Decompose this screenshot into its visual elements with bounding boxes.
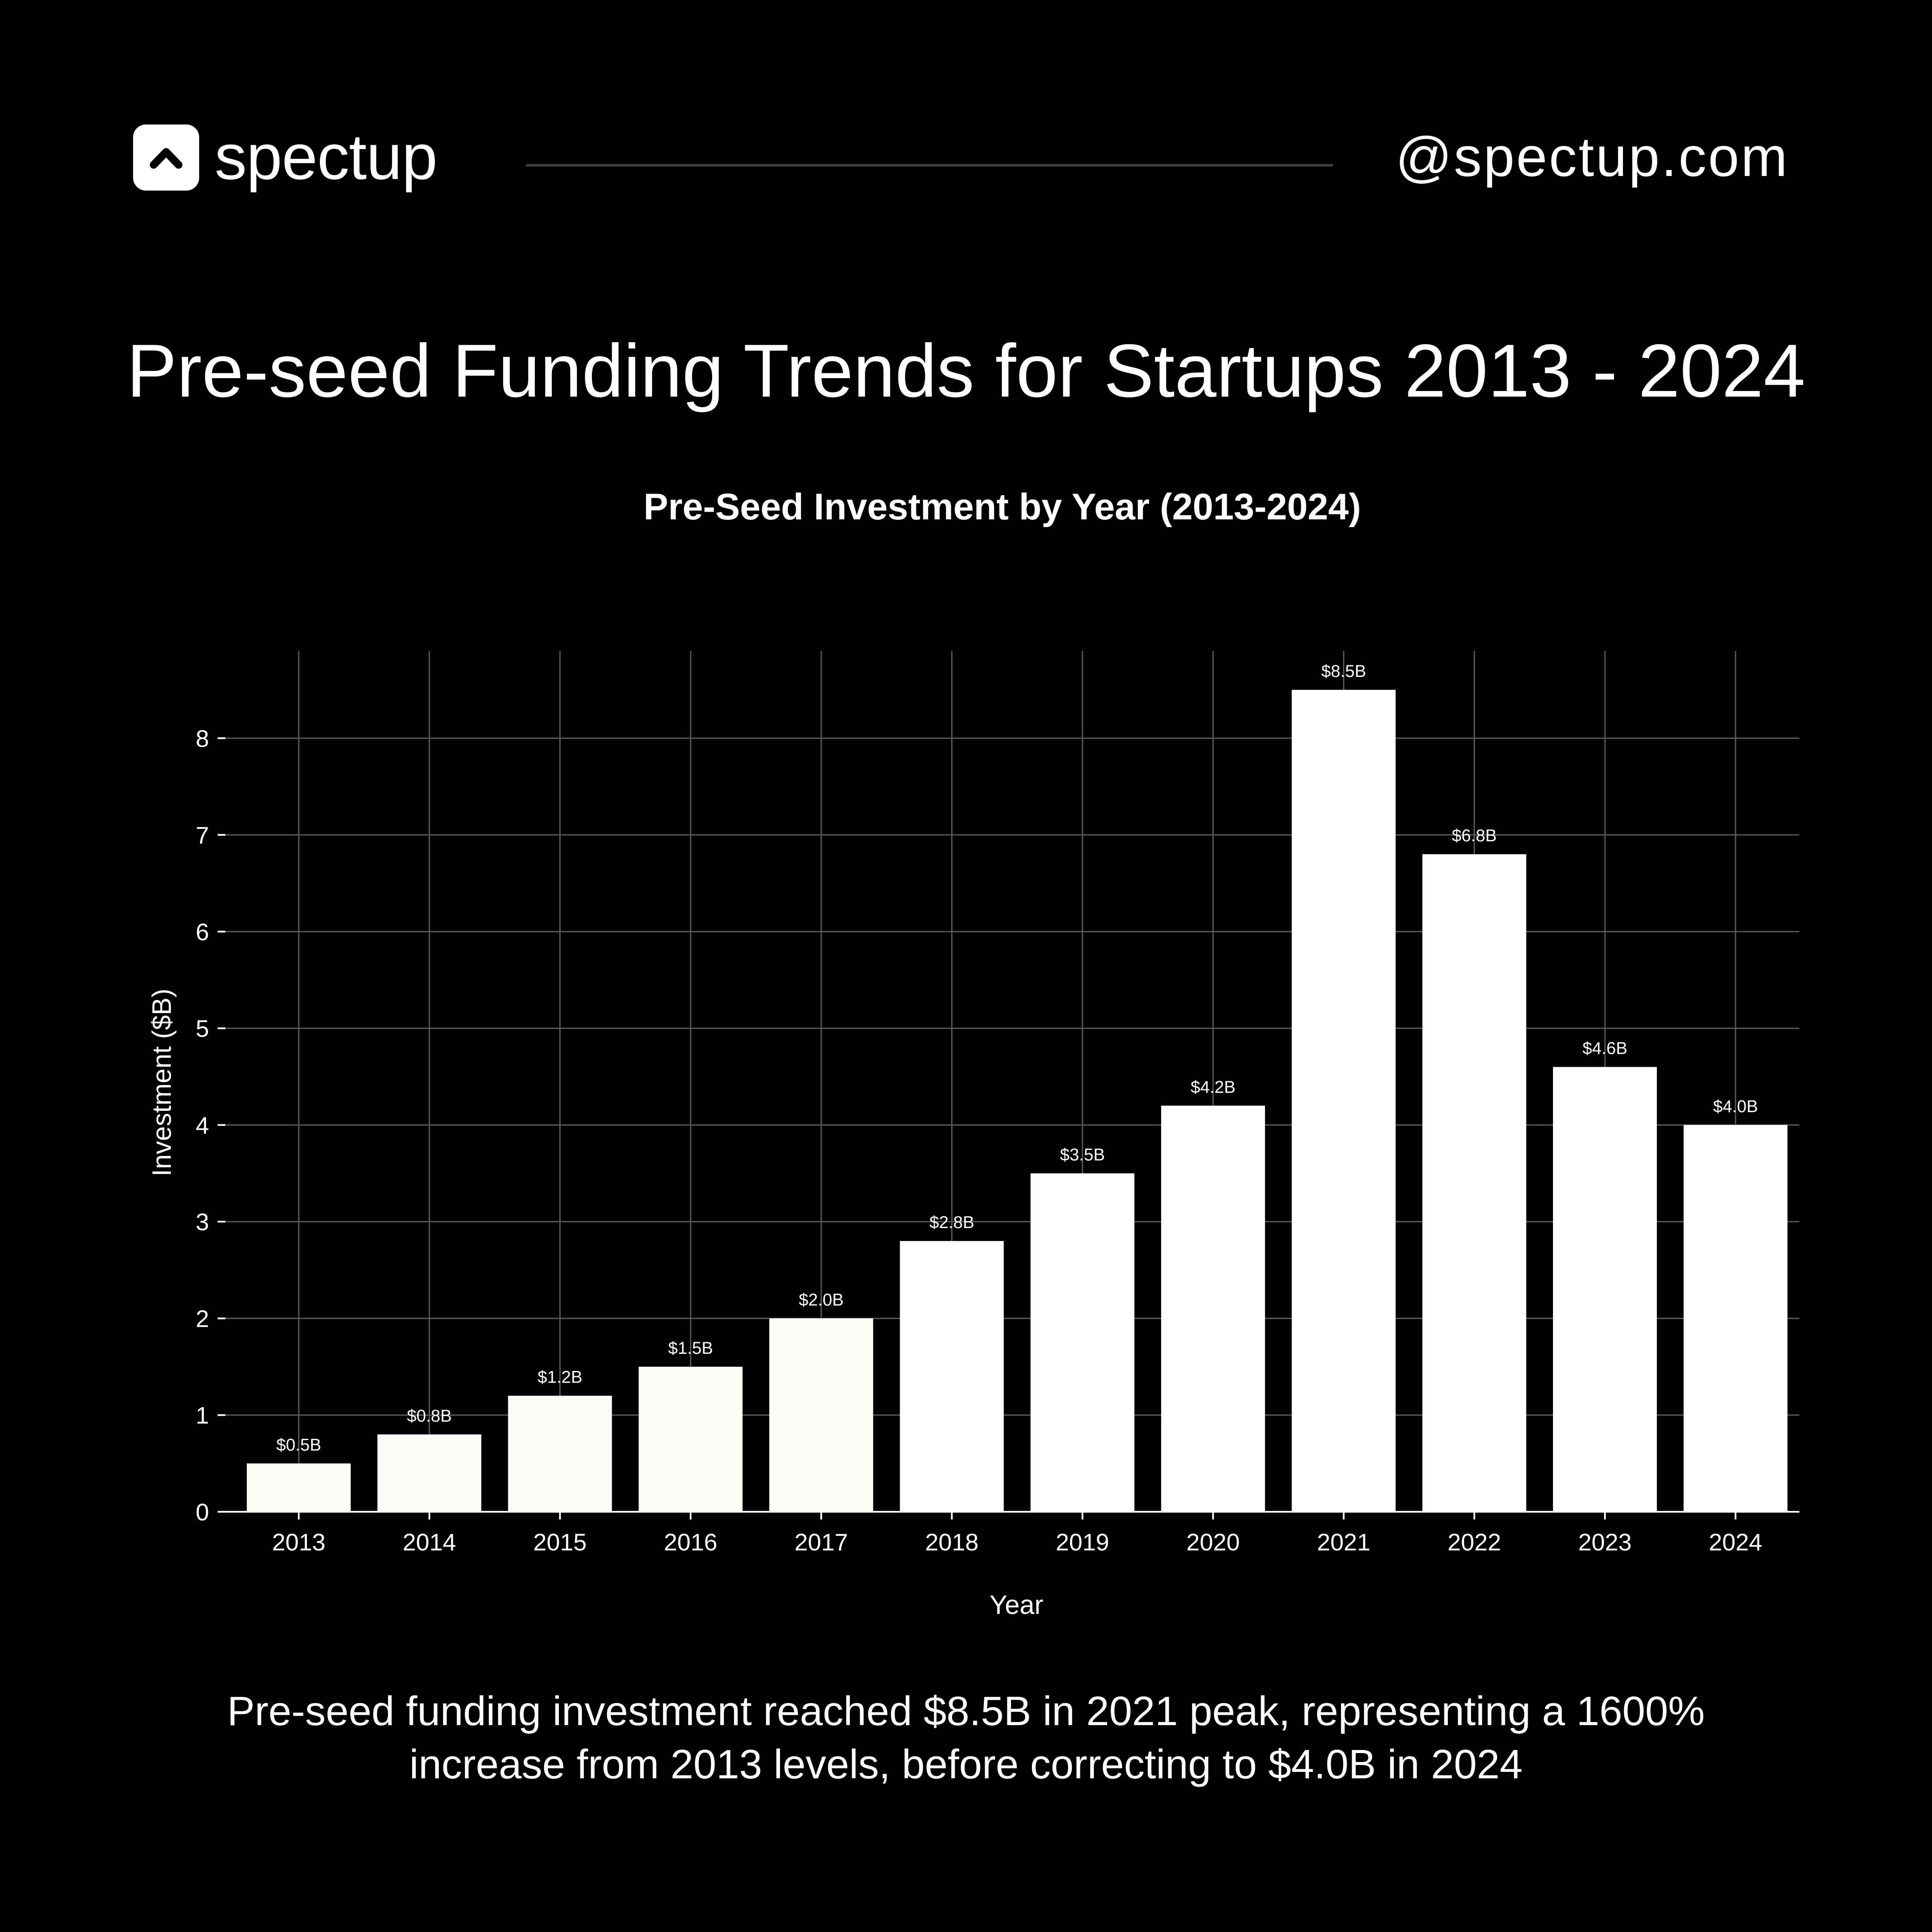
data-label: $6.8B: [1452, 826, 1497, 845]
x-axis-title: Year: [989, 1590, 1043, 1620]
y-tick-label: 0: [196, 1498, 209, 1526]
x-tick-label: 2017: [795, 1529, 848, 1556]
x-tick-label: 2023: [1578, 1529, 1632, 1556]
y-axis-title: Investment ($B): [147, 989, 177, 1177]
y-tick-label: 7: [196, 822, 209, 849]
data-label: $4.2B: [1191, 1078, 1236, 1097]
data-label: $0.8B: [407, 1407, 452, 1425]
x-tick-label: 2016: [664, 1529, 718, 1556]
x-tick-label: 2024: [1709, 1529, 1762, 1556]
chevron-up-icon: [150, 148, 182, 169]
bar-2013: [247, 1463, 351, 1512]
y-tick-label: 3: [196, 1208, 209, 1235]
bar-2023: [1553, 1067, 1657, 1512]
x-axis-ticks: 2013 2014 2015 2016 2017 2018 2019 2020 2021 2022…: [272, 1512, 1762, 1556]
bar-2020: [1161, 1105, 1265, 1512]
data-label: $1.5B: [668, 1339, 713, 1358]
x-tick-label: 2021: [1317, 1529, 1371, 1556]
header-divider: [526, 164, 1333, 167]
x-tick-label: 2020: [1186, 1529, 1240, 1556]
logo-text: spectup: [215, 121, 437, 193]
x-tick-label: 2018: [925, 1529, 979, 1556]
data-label: $2.0B: [799, 1290, 844, 1309]
chart-title: Pre-Seed Investment by Year (2013-2024): [643, 486, 1361, 528]
bar-2022: [1422, 854, 1526, 1512]
data-label: $1.2B: [537, 1368, 582, 1387]
header: spectup @spectup.com: [0, 0, 1932, 215]
bars: [247, 690, 1788, 1512]
x-tick-label: 2015: [533, 1529, 587, 1556]
y-tick-label: 4: [196, 1112, 209, 1139]
data-label: $4.0B: [1713, 1097, 1758, 1116]
caption: Pre-seed funding investment reached $8.5…: [129, 1685, 1803, 1791]
data-label: $0.5B: [276, 1435, 321, 1454]
y-tick-label: 5: [196, 1015, 209, 1042]
caption-line-1: Pre-seed funding investment reached $8.5…: [227, 1688, 1705, 1734]
y-axis-ticks: 0 1 2 3 4 5 6 7 8: [196, 725, 225, 1526]
y-tick-label: 2: [196, 1305, 209, 1332]
data-label: $3.5B: [1060, 1146, 1105, 1165]
bar-2017: [769, 1318, 873, 1512]
bar-2015: [508, 1395, 612, 1512]
data-label: $8.5B: [1321, 662, 1366, 681]
y-tick-label: 1: [196, 1402, 209, 1429]
x-tick-label: 2019: [1056, 1529, 1110, 1556]
bar-2016: [638, 1367, 743, 1512]
bar-2019: [1030, 1173, 1134, 1512]
bar-2018: [900, 1241, 1004, 1512]
data-labels: $0.5B $0.8B $1.2B $1.5B $2.0B $2.8B $3.5B $4.2B…: [276, 662, 1758, 1454]
data-label: $2.8B: [929, 1213, 974, 1232]
x-tick-label: 2014: [403, 1529, 456, 1556]
bar-2021: [1292, 690, 1396, 1512]
x-tick-label: 2013: [272, 1529, 326, 1556]
data-label: $4.6B: [1583, 1039, 1628, 1058]
y-tick-label: 8: [196, 725, 209, 752]
logo-icon: [133, 124, 199, 191]
y-tick-label: 6: [196, 918, 209, 945]
caption-line-2: increase from 2013 levels, before correc…: [409, 1741, 1523, 1787]
page-title: Pre-seed Funding Trends for Startups 201…: [127, 329, 1805, 413]
bar-2014: [377, 1434, 482, 1512]
bar-2024: [1683, 1125, 1788, 1512]
website-handle: @spectup.com: [1395, 125, 1789, 188]
x-tick-label: 2022: [1447, 1529, 1501, 1556]
